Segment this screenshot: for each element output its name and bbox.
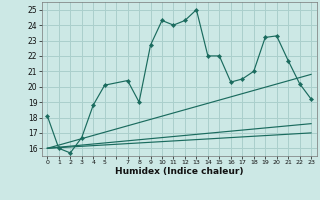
X-axis label: Humidex (Indice chaleur): Humidex (Indice chaleur) (115, 167, 244, 176)
